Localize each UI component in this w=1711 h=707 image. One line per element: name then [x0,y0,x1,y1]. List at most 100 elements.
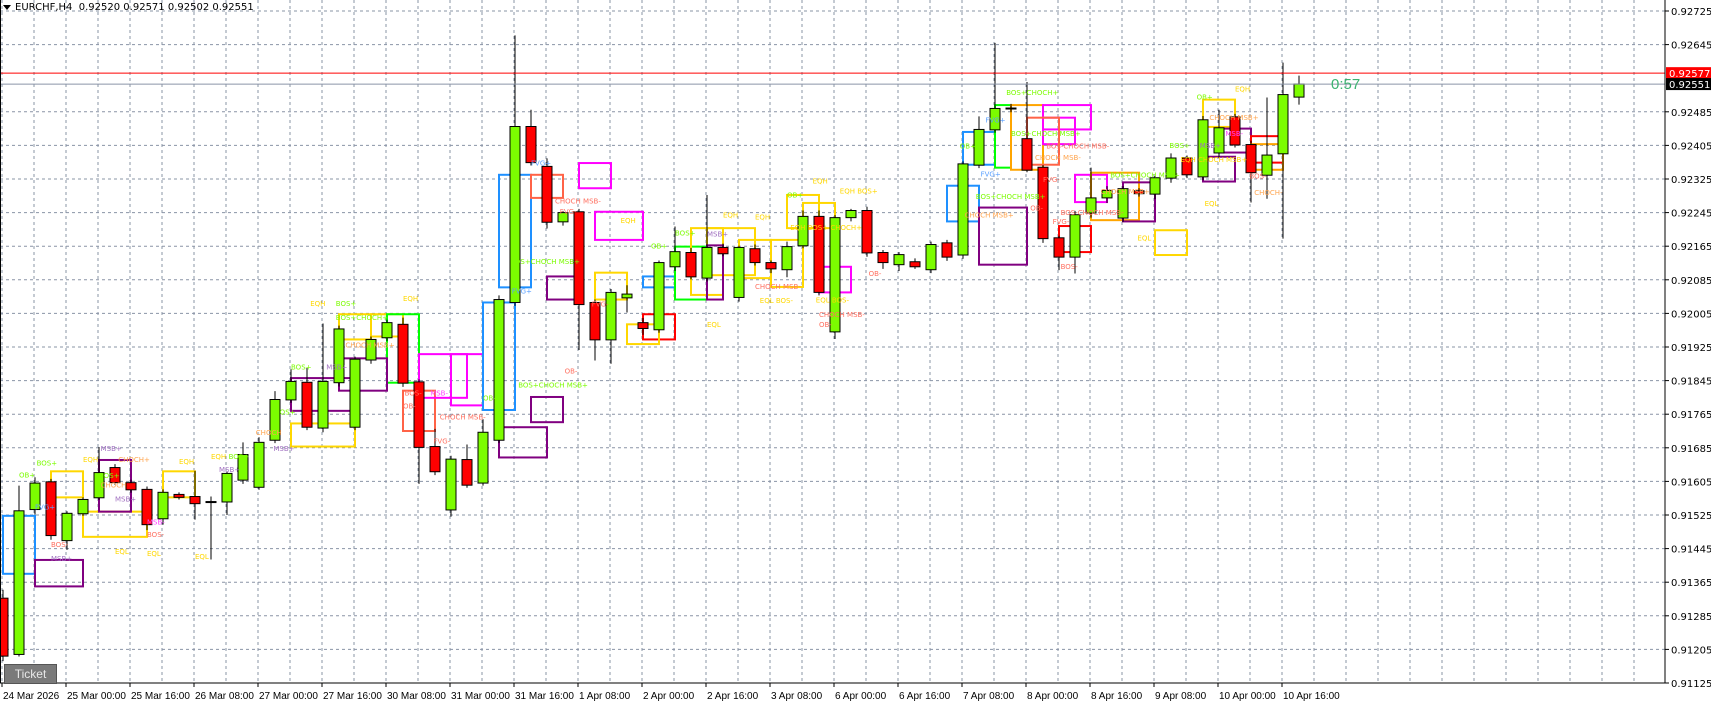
candle-bear [413,381,425,448]
candle-bull [1005,107,1017,110]
candle-bull [1101,189,1113,199]
candle-bear [0,597,9,657]
annotation-label: FVG- [592,301,609,309]
annotation-label: OB+ [19,472,35,480]
annotation-label: EQH [310,300,325,308]
annotation-label: MSB+ [273,445,294,453]
candle-bear [1021,138,1033,171]
annotation-label: EQH BOS+ CHOCH+ [790,224,862,232]
zone-box-purple [978,206,1028,266]
candle-bull [221,472,233,503]
annotation-label: BOS+CHOCH+ [336,314,388,322]
y-tick-label: 0.91925 [1671,343,1711,354]
annotation-label: BOS+ [275,409,296,417]
candle-bull [1149,177,1161,195]
x-tick-label: 6 Apr 16:00 [899,691,951,702]
x-tick-label: 10 Apr 16:00 [1283,691,1340,702]
annotation-label: EQH [813,178,828,186]
y-tick-label: 0.92165 [1671,242,1711,253]
x-tick-label: 7 Apr 08:00 [963,691,1015,702]
zone-box-magenta [578,162,612,190]
candle-bull [605,291,617,341]
x-tick-label: 24 Mar 2026 [3,691,60,702]
annotation-label: BOS+ [336,300,357,308]
candle-bear [861,210,873,254]
y-tick-label: 0.91605 [1671,477,1711,488]
annotation-label: FVG- [1043,176,1060,184]
annotation-label: FVG+ [981,170,1001,178]
y-tick-label: 0.91125 [1671,679,1711,690]
y-tick-label: 0.92405 [1671,141,1711,152]
candle-bear [717,246,729,255]
annotation-label: BOS- [147,531,165,539]
annotation-label: OB+ [787,191,803,199]
annotation-label: EQL BOS- [816,296,850,304]
candle-bull [509,126,521,303]
annotation-label: MSB- [147,519,165,527]
annotation-label: BOS+CHOCH MSB+ [518,381,588,389]
y-tick-label: 0.91525 [1671,511,1711,522]
annotation-label: BOS- [1249,173,1267,181]
candle-bear [173,493,185,498]
x-tick-label: 10 Apr 00:00 [1219,691,1276,702]
candle-bull [365,338,377,361]
annotation-label: CHOCH MSB+ [345,341,394,349]
annotation-label: CHOCH MSB- [819,311,865,319]
dropdown-triangle-icon[interactable] [3,4,11,10]
candle-bull [1261,154,1273,176]
annotation-label: EQH [1235,86,1250,94]
x-tick-label: 1 Apr 08:00 [579,691,631,702]
candle-bull [253,441,265,488]
x-tick-label: 26 Mar 08:00 [195,691,254,702]
candle-bull [701,246,713,279]
y-tick-label: 0.92245 [1671,209,1711,220]
annotation-label: CHOCH MSB- [755,283,801,291]
x-tick-label: 8 Apr 16:00 [1091,691,1143,702]
candle-bear [461,459,473,486]
candle-bull [925,244,937,271]
annotation-label: BOS-CHOCH MSB- [1061,209,1124,217]
annotation-label: OB+ [483,394,499,402]
candle-bull [13,510,25,655]
candle-bull [845,210,857,219]
annotation-label: CHOCH+ [118,456,150,464]
candle-bear [109,467,121,484]
candle-bear [1181,157,1193,176]
candle-bear [429,446,441,473]
candle-bear [765,262,777,270]
annotation-label: CHOCH MSB+ [1101,188,1150,196]
annotation-label: BOS+CHOCH MSB+ [510,258,580,266]
candle-bear [1245,144,1257,174]
ticket-button[interactable]: Ticket [4,664,57,684]
candle-bear [1133,190,1145,195]
y-tick-label: 0.91445 [1671,545,1711,556]
candle-bull [733,246,745,298]
x-tick-label: 31 Mar 16:00 [515,691,574,702]
candle-bear [749,248,761,264]
annotation-label: BOS+CHOCH MSB+ [976,193,1046,201]
annotation-label: CHOCH MSB+ [965,212,1014,220]
candle-bull [269,399,281,441]
annotation-label: BOS+ [99,472,120,480]
annotation-label: EQH [723,212,738,220]
x-tick-label: 27 Mar 00:00 [259,691,318,702]
ohlc-readout: 0.92520 0.92571 0.92502 0.92551 [78,2,254,13]
annotation-label: FVG- [433,438,450,446]
annotation-label: MSB+ [219,466,240,474]
x-tick-label: 3 Apr 08:00 [771,691,823,702]
candle-bull [1293,83,1305,98]
candle-bull [829,217,841,333]
annotation-label: OB- [819,321,832,329]
zone-box-purple [530,395,564,424]
ask-price-tag [1666,67,1711,80]
y-tick-label: 0.91845 [1671,377,1711,388]
candle-bull [93,472,105,499]
annotation-label: MSB+ [1200,142,1221,150]
y-tick-label: 0.91205 [1671,645,1711,656]
annotation-label: FVG+ [531,160,551,168]
candle-bull [1197,119,1209,178]
candle-bull [957,163,969,256]
annotation-label: MSB+ [707,231,728,239]
